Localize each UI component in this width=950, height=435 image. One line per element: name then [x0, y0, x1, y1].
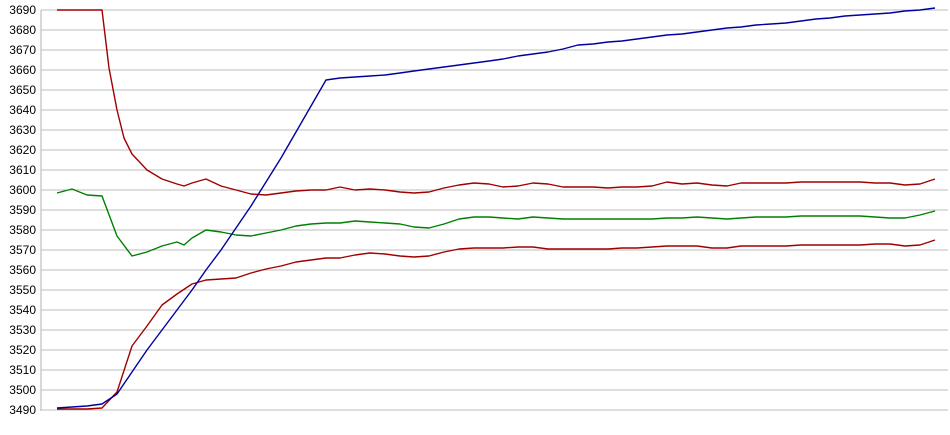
- series-line-lower-red: [57, 239, 936, 410]
- y-axis-tick-label: 3500: [9, 383, 36, 397]
- y-axis-tick-label: 3620: [9, 143, 36, 157]
- y-axis-tick-label: 3490: [9, 403, 36, 417]
- gridlines: [41, 9, 948, 411]
- y-axis-tick-label: 3510: [9, 363, 36, 377]
- y-axis-tick-label: 3680: [9, 23, 36, 37]
- series-line-upper-red: [57, 9, 936, 196]
- series-line-green: [56, 188, 936, 257]
- y-axis-tick-label: 3540: [9, 303, 36, 317]
- y-axis-tick-label: 3580: [9, 223, 36, 237]
- y-axis-tick-label: 3530: [9, 323, 36, 337]
- y-axis-tick-label: 3630: [9, 123, 36, 137]
- y-axis-tick-label: 3640: [9, 103, 36, 117]
- y-axis-tick-label: 3590: [9, 203, 36, 217]
- y-axis-tick-label: 3610: [9, 163, 36, 177]
- y-axis-tick-label: 3690: [9, 3, 36, 17]
- y-axis-tick-label: 3520: [9, 343, 36, 357]
- y-axis-tick-label: 3660: [9, 63, 36, 77]
- y-axis-tick-label: 3570: [9, 243, 36, 257]
- data-series: [56, 7, 936, 410]
- y-axis-tick-label: 3600: [9, 183, 36, 197]
- y-axis-tick-label: 3560: [9, 263, 36, 277]
- y-axis-tick-label: 3650: [9, 83, 36, 97]
- y-axis-labels: 3690 3680 3670 3660 3650 3640 3630 3620 3610 3600…: [9, 3, 36, 417]
- y-axis-tick-label: 3670: [9, 43, 36, 57]
- y-axis-tick-label: 3550: [9, 283, 36, 297]
- series-line-blue: [56, 7, 936, 409]
